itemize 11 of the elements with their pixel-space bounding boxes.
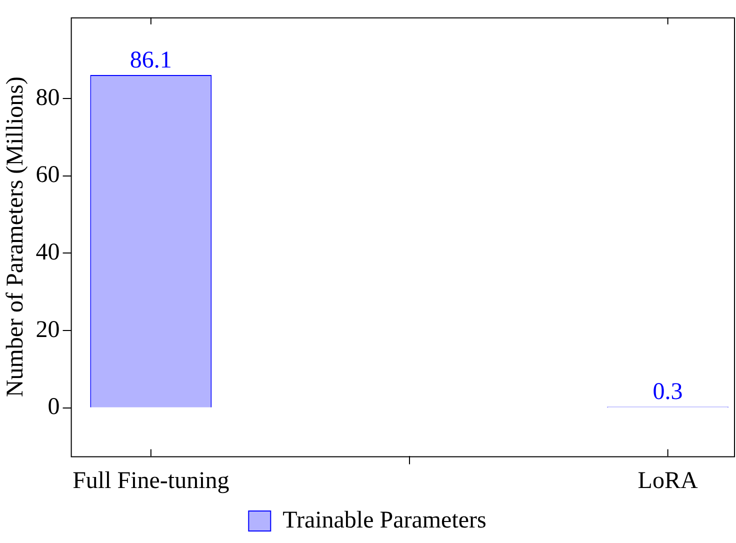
y-tick-label: 60 xyxy=(36,162,60,188)
y-tick-label: 40 xyxy=(36,240,60,266)
y-axis-title: Number of Parameters (Millions) xyxy=(2,76,29,398)
data-label: 0.3 xyxy=(652,379,683,406)
x-tick-label: Full Fine-tuning xyxy=(72,468,230,494)
y-tick-label: 0 xyxy=(48,394,60,420)
legend-label: Trainable Parameters xyxy=(282,507,486,534)
y-tick-label: 80 xyxy=(36,84,60,111)
y-tick-label: 20 xyxy=(36,316,60,343)
x-tick-label: LoRA xyxy=(638,468,698,494)
data-label: 86.1 xyxy=(130,47,172,74)
